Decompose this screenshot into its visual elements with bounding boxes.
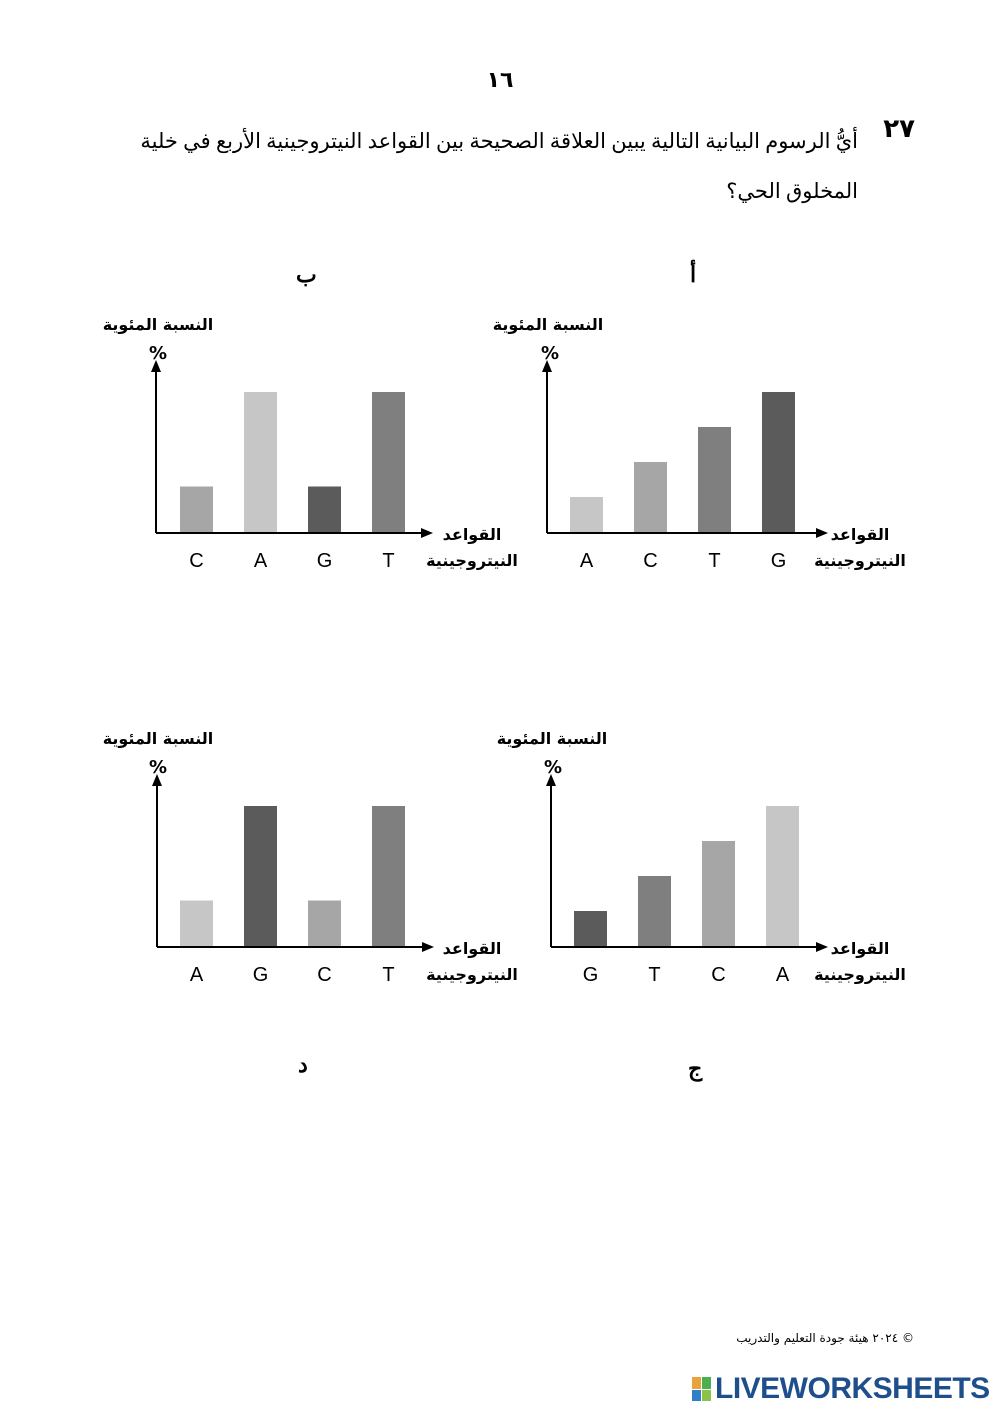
chart-alif: النسبة المئوية % A C T G القواعد النيتروجين…: [493, 315, 906, 572]
x-axis-title-line1: القواعد: [443, 525, 502, 544]
y-axis-unit: %: [149, 343, 167, 364]
x-tick-label: G: [771, 550, 787, 572]
bar-C: [308, 900, 341, 946]
x-tick-label: A: [580, 550, 594, 572]
bar-T: [372, 806, 405, 946]
bar-G: [574, 911, 607, 946]
x-axis-arrow: [816, 942, 828, 952]
y-axis-arrow: [152, 774, 162, 786]
x-tick-label: C: [711, 964, 725, 986]
bar-C: [634, 462, 667, 532]
copyright-notice: © ٢٠٢٤ هيئة جودة التعليم والتدريب: [736, 1331, 914, 1345]
liveworksheets-logo-icon: [692, 1377, 711, 1401]
bar-A: [570, 497, 603, 532]
y-axis-arrow: [151, 360, 161, 372]
brand-name: LIVEWORKSHEETS: [715, 1372, 990, 1405]
liveworksheets-brand[interactable]: LIVEWORKSHEETS: [692, 1372, 990, 1406]
option-letter-alif: أ: [690, 262, 697, 287]
bar-T: [638, 876, 671, 946]
x-tick-label: G: [253, 964, 269, 986]
bar-C: [180, 486, 213, 532]
option-letter-ba: ب: [296, 262, 317, 287]
x-tick-label: T: [382, 964, 394, 986]
y-axis-title: النسبة المئوية: [493, 315, 604, 334]
x-tick-label: C: [317, 964, 331, 986]
chart-ba: النسبة المئوية % C A G T القواعد النيتروجين…: [103, 315, 518, 572]
bar-G: [762, 392, 795, 532]
x-axis-arrow: [816, 528, 828, 538]
question-number: ٢٧: [883, 114, 915, 144]
x-tick-label: C: [643, 550, 657, 572]
y-axis-title: النسبة المئوية: [497, 729, 608, 748]
x-axis-title-line1: القواعد: [831, 525, 890, 544]
option-letter-dal: د: [298, 1052, 308, 1077]
y-axis-arrow: [542, 360, 552, 372]
x-axis-title-line2: النيتروجينية: [814, 965, 906, 984]
x-axis-title-line1: القواعد: [443, 939, 502, 958]
x-axis-title-line2: النيتروجينية: [814, 551, 906, 570]
x-tick-label: G: [583, 964, 599, 986]
chart-jim: النسبة المئوية % G T C A القواعد النيتروجين…: [497, 729, 906, 986]
bar-A: [244, 392, 277, 532]
y-axis-title: النسبة المئوية: [103, 315, 214, 334]
x-tick-label: A: [776, 964, 790, 986]
page-number: ١٦: [486, 68, 514, 93]
option-letter-jim: ج: [688, 1056, 703, 1081]
x-tick-label: G: [317, 550, 333, 572]
x-tick-label: T: [382, 550, 394, 572]
x-tick-label: C: [189, 550, 203, 572]
x-axis-arrow: [422, 942, 434, 952]
x-axis-title-line1: القواعد: [831, 939, 890, 958]
bar-C: [702, 841, 735, 946]
bar-G: [244, 806, 277, 946]
bar-A: [766, 806, 799, 946]
x-tick-label: T: [648, 964, 660, 986]
y-axis-unit: %: [149, 757, 167, 778]
y-axis-unit: %: [541, 343, 559, 364]
chart-dal: النسبة المئوية % A G C T القواعد النيتروجين…: [103, 729, 518, 986]
y-axis-title: النسبة المئوية: [103, 729, 214, 748]
x-tick-label: A: [254, 550, 268, 572]
x-tick-label: A: [190, 964, 204, 986]
y-axis-arrow: [546, 774, 556, 786]
bar-G: [308, 486, 341, 532]
x-axis-title-line2: النيتروجينية: [426, 965, 518, 984]
bar-T: [372, 392, 405, 532]
x-tick-label: T: [708, 550, 720, 572]
x-axis-title-line2: النيتروجينية: [426, 551, 518, 570]
bar-A: [180, 900, 213, 946]
x-axis-arrow: [421, 528, 433, 538]
y-axis-unit: %: [544, 757, 562, 778]
bar-T: [698, 427, 731, 532]
question-text: أيُّ الرسوم البيانية التالية يبين العلاق…: [140, 129, 858, 203]
